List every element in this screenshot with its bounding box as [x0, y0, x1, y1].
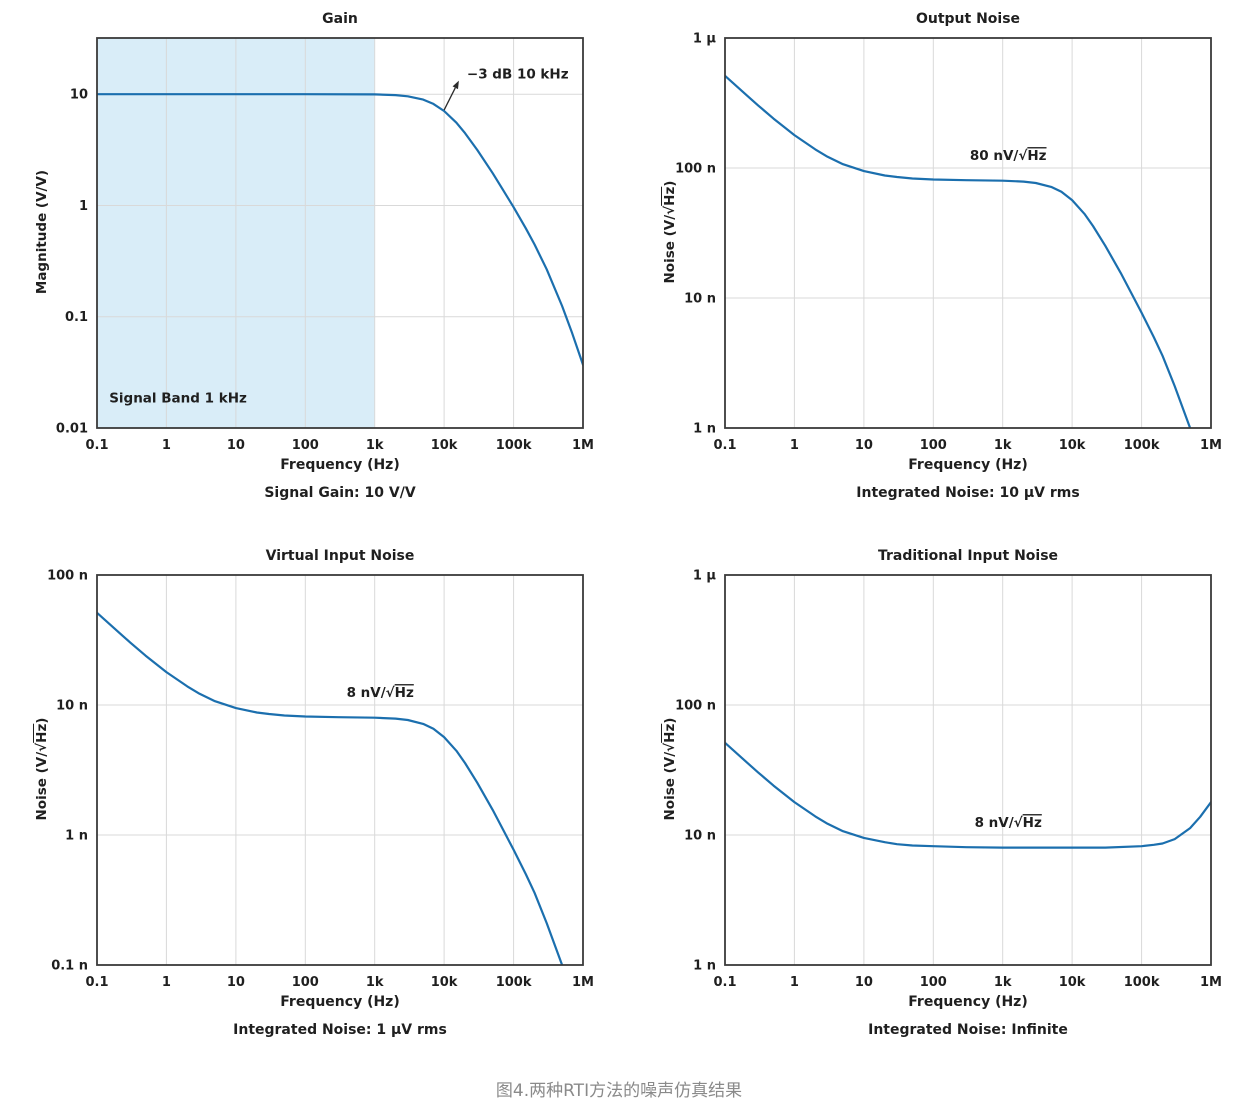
x-axis-label: Frequency (Hz): [908, 457, 1028, 473]
x-tick-label: 0.1: [713, 975, 736, 990]
plot-frame: [724, 37, 1212, 429]
chart-subtitle: Signal Gain: 10 V/V: [264, 485, 416, 501]
y-tick-label: 10: [70, 88, 88, 103]
x-tick-label: 100k: [1124, 438, 1160, 453]
x-tick-label: 10k: [1059, 438, 1086, 453]
plot-area-gain: 0.1 1 10 100 1k 10k 100k 1M 10 1 0.1 0.01 Signal Ban…: [0, 0, 619, 537]
x-tick-label: 10k: [431, 975, 458, 990]
annotation-label: 8 nV/√Hz: [975, 815, 1042, 831]
x-axis-label: Frequency (Hz): [280, 457, 400, 473]
y-tick-label: 100 n: [675, 699, 716, 714]
figure-caption: 图4.两种RTI方法的噪声仿真结果: [495, 1081, 743, 1101]
annotation-label: 80 nV/√Hz: [970, 148, 1047, 164]
x-tick-label: 10k: [431, 438, 458, 453]
x-tick-label: 100k: [1124, 975, 1160, 990]
x-tick-label: 1M: [1200, 438, 1222, 453]
x-tick-label: 10: [855, 438, 873, 453]
x-tick-label: 1: [162, 438, 171, 453]
output-noise-curve: [725, 74, 1192, 428]
chart-gain: 0.1 1 10 100 1k 10k 100k 1M 10 1 0.1 0.01 Signal Ban…: [0, 0, 619, 537]
x-tick-label: 1M: [572, 438, 594, 453]
plot-svg: 0.1 1 10 100 1k 10k 100k 1M 1 µ 100 n 10 n 1 n 80 nV…: [675, 32, 1222, 454]
y-tick-label: 1 n: [693, 959, 716, 974]
chart-title: Gain: [322, 11, 358, 27]
plot-svg: 0.1 1 10 100 1k 10k 100k 1M 1 µ 100 n 10 n 1 n 8 nV/…: [675, 569, 1222, 991]
chart-title: Output Noise: [915, 11, 1021, 27]
y-tick-label: 0.01: [56, 422, 88, 437]
plot-area-virtual-input-noise: 0.1 1 10 100 1k 10k 100k 1M 100 n 10 n 1 n 0.1 n 8 n…: [0, 537, 619, 1074]
x-tick-label: 0.1: [713, 438, 736, 453]
x-tick-label: 10: [227, 975, 245, 990]
plot-frame: [96, 37, 584, 429]
x-tick-label: 1: [162, 975, 171, 990]
y-tick-label: 1: [79, 199, 88, 214]
gridlines: [97, 575, 583, 965]
x-tick-label: 100k: [496, 975, 532, 990]
x-tick-label: 100: [292, 975, 319, 990]
x-tick-label: 1M: [1200, 975, 1222, 990]
x-tick-label: 100k: [496, 438, 532, 453]
y-axis-label: Noise (V/√Hz): [662, 717, 678, 821]
x-tick-label: 1k: [994, 975, 1012, 990]
virtual-input-noise-curve: [97, 611, 564, 965]
chart-output-noise: 0.1 1 10 100 1k 10k 100k 1M 1 µ 100 n 10 n 1 n 80 nV…: [628, 0, 1238, 537]
y-tick-label: 1 µ: [693, 32, 717, 47]
plot-area-output-noise: 0.1 1 10 100 1k 10k 100k 1M 1 µ 100 n 10 n 1 n 80 nV…: [628, 0, 1238, 537]
x-tick-label: 1k: [366, 438, 384, 453]
y-axis-label: Magnitude (V/V): [34, 169, 50, 295]
x-tick-label: 10k: [1059, 975, 1086, 990]
x-tick-label: 100: [920, 438, 947, 453]
x-tick-label: 0.1: [85, 438, 108, 453]
annotation-label: −3 dB 10 kHz: [467, 67, 569, 83]
x-tick-label: 1: [790, 438, 799, 453]
chart-traditional-input-noise: 0.1 1 10 100 1k 10k 100k 1M 1 µ 100 n 10 n 1 n 8 nV/…: [628, 537, 1238, 1074]
chart-subtitle: Integrated Noise: 10 µV rms: [856, 485, 1080, 501]
y-tick-label: 10 n: [684, 292, 716, 307]
x-tick-label: 1: [790, 975, 799, 990]
x-tick-label: 10: [227, 438, 245, 453]
y-tick-label: 10 n: [56, 699, 88, 714]
plot-area-traditional-input-noise: 0.1 1 10 100 1k 10k 100k 1M 1 µ 100 n 10 n 1 n 8 nV/…: [628, 537, 1238, 1074]
y-axis-label: Noise (V/√Hz): [662, 180, 678, 284]
chart-subtitle: Integrated Noise: Infinite: [868, 1022, 1068, 1038]
plot-svg: 0.1 1 10 100 1k 10k 100k 1M 100 n 10 n 1 n 0.1 n 8 n…: [47, 569, 594, 991]
y-tick-label: 100 n: [47, 569, 88, 584]
x-tick-label: 1k: [366, 975, 384, 990]
x-tick-label: 0.1: [85, 975, 108, 990]
chart-virtual-input-noise: 0.1 1 10 100 1k 10k 100k 1M 100 n 10 n 1 n 0.1 n 8 n…: [0, 537, 619, 1074]
y-tick-label: 0.1: [65, 310, 88, 325]
traditional-input-noise-curve: [725, 741, 1211, 849]
gridlines: [725, 38, 1211, 428]
y-tick-label: 1 µ: [693, 569, 717, 584]
y-tick-label: 1 n: [693, 422, 716, 437]
x-tick-label: 1M: [572, 975, 594, 990]
gain-curve: [97, 93, 583, 366]
plot-frame: [724, 574, 1212, 966]
chart-subtitle: Integrated Noise: 1 µV rms: [233, 1022, 447, 1038]
x-axis-label: Frequency (Hz): [908, 994, 1028, 1010]
y-tick-label: 10 n: [684, 829, 716, 844]
x-axis-label: Frequency (Hz): [280, 994, 400, 1010]
y-tick-label: 1 n: [65, 829, 88, 844]
annotation-label: 8 nV/√Hz: [347, 685, 414, 701]
plot-frame: [96, 574, 584, 966]
x-tick-label: 1k: [994, 438, 1012, 453]
x-tick-label: 100: [292, 438, 319, 453]
chart-title: Traditional Input Noise: [877, 548, 1059, 564]
x-tick-label: 100: [920, 975, 947, 990]
y-tick-label: 0.1 n: [51, 959, 88, 974]
x-tick-label: 10: [855, 975, 873, 990]
y-axis-label: Noise (V/√Hz): [34, 717, 50, 821]
gridlines: [725, 575, 1211, 965]
annotation-arrow: [443, 80, 459, 111]
chart-title: Virtual Input Noise: [265, 548, 415, 564]
signal-band-label: Signal Band 1 kHz: [109, 390, 247, 406]
y-tick-label: 100 n: [675, 162, 716, 177]
